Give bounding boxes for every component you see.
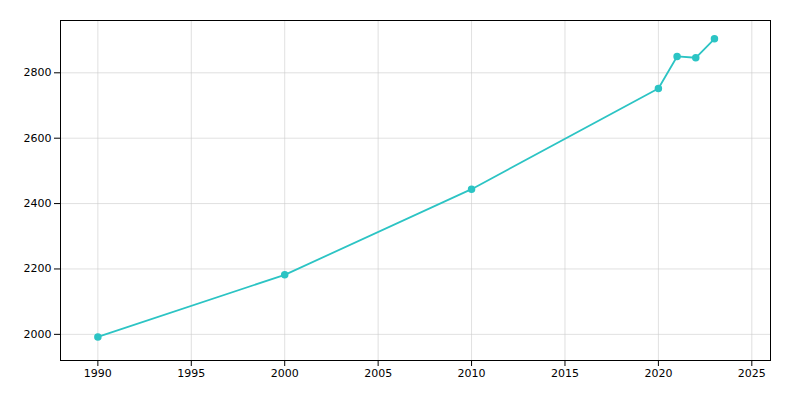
svg-text:2800: 2800 [24, 66, 52, 79]
svg-text:2000: 2000 [24, 328, 52, 341]
svg-text:2025: 2025 [738, 367, 766, 380]
svg-text:2010: 2010 [458, 367, 486, 380]
svg-text:2005: 2005 [364, 367, 392, 380]
svg-text:2400: 2400 [24, 197, 52, 210]
svg-text:2600: 2600 [24, 132, 52, 145]
svg-text:2000: 2000 [271, 367, 299, 380]
svg-text:1990: 1990 [84, 367, 112, 380]
svg-text:2200: 2200 [24, 262, 52, 275]
svg-text:1995: 1995 [177, 367, 205, 380]
svg-text:2020: 2020 [644, 367, 672, 380]
svg-text:2015: 2015 [551, 367, 579, 380]
